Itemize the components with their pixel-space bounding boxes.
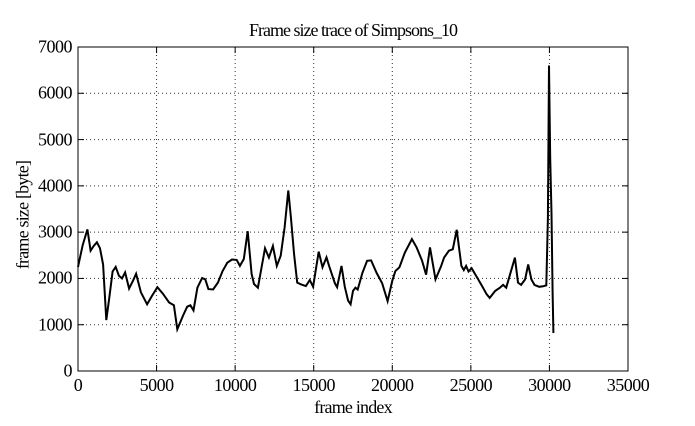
grid-lines xyxy=(78,47,628,371)
y-tick-label: 7000 xyxy=(38,36,73,57)
data-line xyxy=(77,65,555,334)
x-tick-label: 35000 xyxy=(606,375,650,395)
y-tick-label: 1000 xyxy=(38,314,73,335)
y-tick-label: 6000 xyxy=(38,82,73,103)
x-tick-label: 30000 xyxy=(528,375,571,395)
x-tick-label: 20000 xyxy=(371,375,414,395)
x-tick-label: 5000 xyxy=(139,375,175,395)
y-tick-label: 4000 xyxy=(38,175,73,196)
chart-title: Frame size trace of Simpsons_10 xyxy=(249,20,458,40)
y-tick-label: 3000 xyxy=(38,221,73,242)
x-tick-label: 15000 xyxy=(292,375,335,395)
plot-border xyxy=(77,46,629,372)
x-tick-label: 25000 xyxy=(449,375,493,395)
x-axis-label: frame index xyxy=(314,397,392,417)
x-tick-label: 0 xyxy=(73,375,83,395)
y-tick-label: 0 xyxy=(63,360,73,381)
y-tick-label: 5000 xyxy=(38,129,73,150)
y-tick-label: 2000 xyxy=(38,267,73,288)
x-tick-label: 10000 xyxy=(213,375,257,395)
axis-ticks xyxy=(77,46,629,372)
